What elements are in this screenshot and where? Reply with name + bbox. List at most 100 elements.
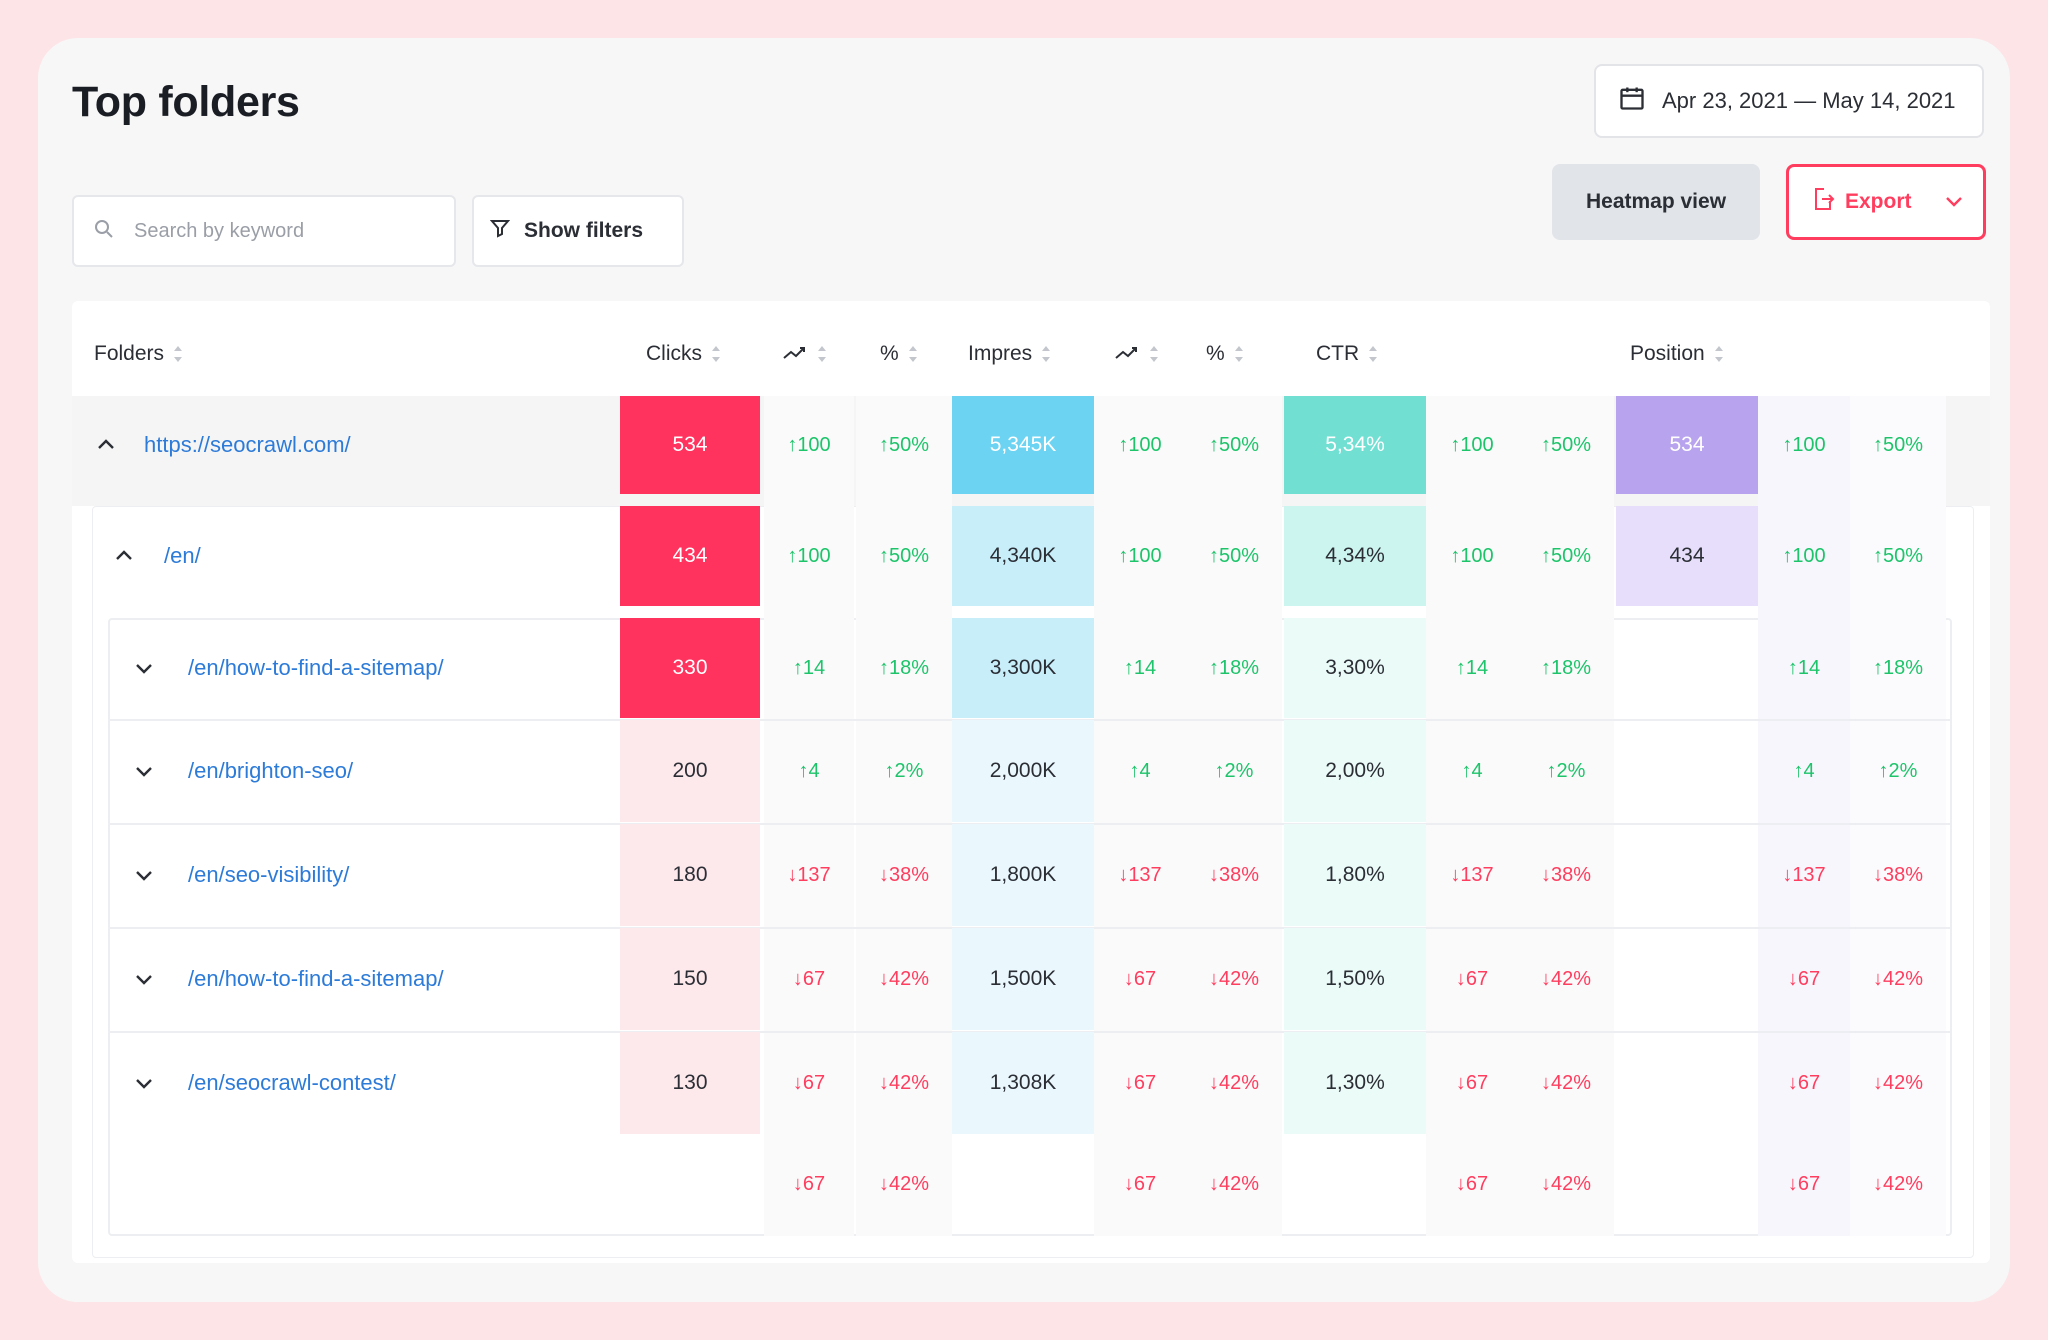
arrow-up-icon: ↑ xyxy=(1461,759,1472,782)
folder-link[interactable]: /en/seocrawl-contest/ xyxy=(188,1070,396,1095)
folder-link[interactable]: /en/ xyxy=(164,543,201,568)
delta-cell: ↓ 42% xyxy=(856,1134,952,1234)
delta-cell: ↓ 42% xyxy=(1518,1032,1614,1134)
chevron-down-icon[interactable] xyxy=(132,759,156,783)
arrow-up-icon: ↑ xyxy=(1546,759,1557,782)
arrow-up-icon: ↑ xyxy=(1455,656,1466,679)
header-impres[interactable]: Impres xyxy=(968,332,1052,376)
export-button[interactable]: Export xyxy=(1786,164,1986,240)
delta-value: 100 xyxy=(1460,544,1494,567)
chevron-up-icon[interactable] xyxy=(112,544,136,568)
sort-icon xyxy=(1040,343,1052,365)
delta-value: 42% xyxy=(888,967,930,990)
delta-value: 38% xyxy=(1550,863,1592,886)
delta-cell: ↑ 4 xyxy=(1758,720,1850,822)
delta-cell: ↑ 4 xyxy=(764,720,854,822)
ctr-value-cell: 5,34% xyxy=(1284,396,1426,494)
delta-cell: ↓ 137 xyxy=(1426,824,1518,926)
delta-value: 42% xyxy=(1218,1071,1260,1094)
delta-cell: ↓ 42% xyxy=(1186,928,1282,1030)
arrow-up-icon: ↑ xyxy=(1129,759,1140,782)
delta-value: 50% xyxy=(1550,433,1592,456)
arrow-up-icon: ↑ xyxy=(1118,433,1129,456)
delta-value: 42% xyxy=(888,1071,930,1094)
clicks-value-cell: 534 xyxy=(620,396,760,494)
chevron-up-icon[interactable] xyxy=(94,433,118,457)
folder-link[interactable]: https://seocrawl.com/ xyxy=(144,432,351,457)
header-ctr[interactable]: CTR xyxy=(1316,332,1379,376)
delta-cell: ↓ 67 xyxy=(764,1032,854,1134)
delta-value: 4 xyxy=(1471,759,1483,782)
delta-value: 100 xyxy=(1128,544,1162,567)
header-impres-percent[interactable]: % xyxy=(1206,332,1245,376)
arrow-down-icon: ↓ xyxy=(1787,1172,1798,1195)
arrow-down-icon: ↓ xyxy=(1540,863,1551,886)
delta-cell: ↑ 50% xyxy=(856,396,952,494)
arrow-up-icon: ↑ xyxy=(878,433,889,456)
delta-cell: ↑ 100 xyxy=(1758,506,1850,606)
delta-value: 67 xyxy=(1133,967,1157,990)
header-position[interactable]: Position xyxy=(1630,332,1725,376)
folder-link[interactable]: /en/how-to-find-a-sitemap/ xyxy=(188,655,444,680)
ctr-value-cell: 1,30% xyxy=(1284,1032,1426,1134)
delta-cell: ↓ 67 xyxy=(1758,1134,1850,1234)
folder-link[interactable]: /en/brighton-seo/ xyxy=(188,758,354,783)
arrow-down-icon: ↓ xyxy=(1455,1071,1466,1094)
arrow-up-icon: ↑ xyxy=(878,544,889,567)
delta-value: 42% xyxy=(1218,1172,1260,1195)
header-clicks[interactable]: Clicks xyxy=(646,332,722,376)
sort-icon xyxy=(1148,343,1160,365)
delta-column-bg xyxy=(1094,396,1186,1236)
arrow-down-icon: ↓ xyxy=(1540,1071,1551,1094)
header-clicks-trend[interactable] xyxy=(782,332,828,376)
arrow-up-icon: ↑ xyxy=(1208,656,1219,679)
header-clicks-percent[interactable]: % xyxy=(880,332,919,376)
arrow-up-icon: ↑ xyxy=(1793,759,1804,782)
arrow-down-icon: ↓ xyxy=(1208,863,1219,886)
delta-cell: ↑ 2% xyxy=(1186,720,1282,822)
delta-value: 67 xyxy=(802,1071,826,1094)
delta-cell: ↑ 50% xyxy=(1850,506,1946,606)
sort-icon xyxy=(1233,343,1245,365)
chevron-down-icon[interactable] xyxy=(132,1071,156,1095)
search-input[interactable] xyxy=(134,219,424,243)
delta-value: 2% xyxy=(1888,759,1918,782)
delta-cell: ↓ 67 xyxy=(1758,928,1850,1030)
imp-value-cell: 5,345K xyxy=(952,396,1094,494)
pos-value-cell: 434 xyxy=(1616,506,1758,606)
delta-cell: ↓ 137 xyxy=(1758,824,1850,926)
page-title: Top folders xyxy=(72,78,300,126)
arrow-down-icon: ↓ xyxy=(792,1071,803,1094)
delta-value: 67 xyxy=(1133,1071,1157,1094)
heatmap-view-button[interactable]: Heatmap view xyxy=(1552,164,1760,240)
header-impres-trend[interactable] xyxy=(1114,332,1160,376)
arrow-down-icon: ↓ xyxy=(1540,1172,1551,1195)
delta-cell: ↓ 38% xyxy=(1186,824,1282,926)
delta-cell: ↑ 2% xyxy=(1850,720,1946,822)
delta-value: 18% xyxy=(1882,656,1924,679)
chevron-down-icon[interactable] xyxy=(132,967,156,991)
arrow-down-icon: ↓ xyxy=(1208,1172,1219,1195)
delta-cell: ↑ 50% xyxy=(1518,506,1614,606)
delta-cell: ↓ 38% xyxy=(856,824,952,926)
arrow-up-icon: ↑ xyxy=(1208,544,1219,567)
delta-cell: ↓ 67 xyxy=(764,928,854,1030)
ctr-value-cell: 2,00% xyxy=(1284,720,1426,822)
arrow-up-icon: ↑ xyxy=(878,656,889,679)
folder-link[interactable]: /en/how-to-find-a-sitemap/ xyxy=(188,966,444,991)
ctr-value-cell: 4,34% xyxy=(1284,506,1426,606)
date-range-picker[interactable]: Apr 23, 2021 — May 14, 2021 xyxy=(1594,64,1984,138)
search-box[interactable] xyxy=(72,195,456,267)
arrow-up-icon: ↑ xyxy=(1208,433,1219,456)
delta-value: 100 xyxy=(797,433,831,456)
chevron-down-icon[interactable] xyxy=(132,656,156,680)
arrow-down-icon: ↓ xyxy=(1872,1172,1883,1195)
imp-value-cell: 1,500K xyxy=(952,928,1094,1030)
delta-value: 67 xyxy=(1797,967,1821,990)
chevron-down-icon[interactable] xyxy=(132,863,156,887)
folder-link[interactable]: /en/seo-visibility/ xyxy=(188,862,350,887)
show-filters-button[interactable]: Show filters xyxy=(472,195,684,267)
arrow-up-icon: ↑ xyxy=(792,656,803,679)
delta-cell: ↓ 42% xyxy=(856,928,952,1030)
header-folders[interactable]: Folders xyxy=(94,332,184,376)
